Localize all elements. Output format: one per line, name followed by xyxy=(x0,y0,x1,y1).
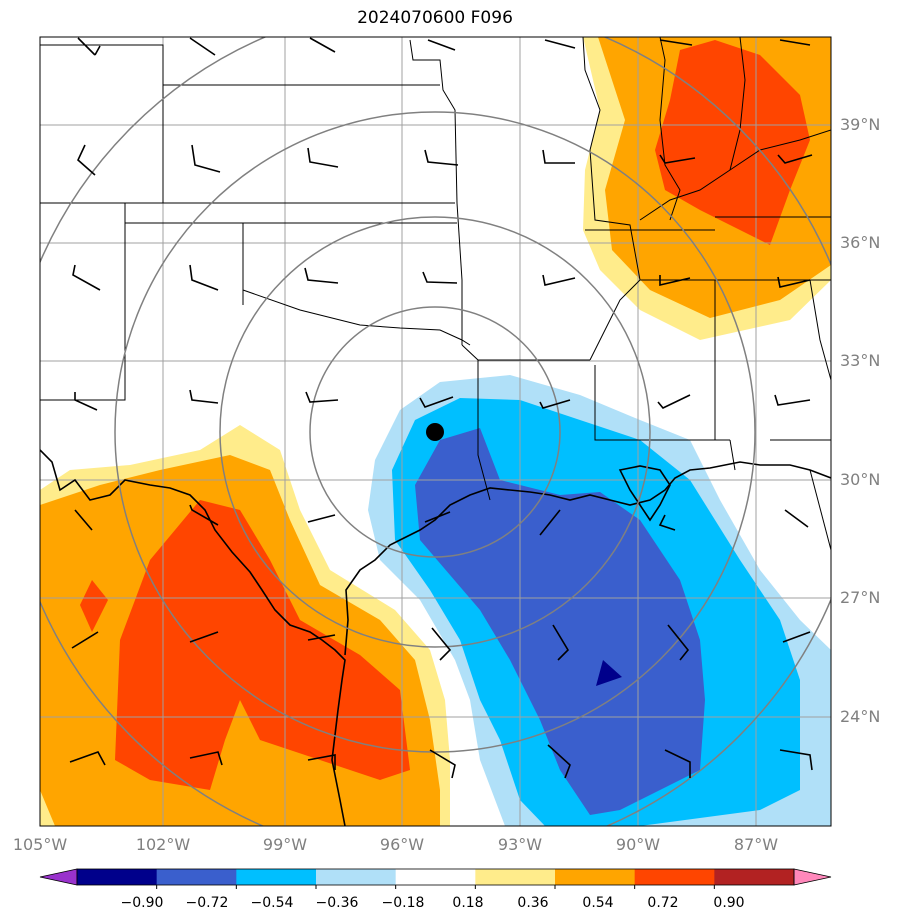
contour-positive-northeast xyxy=(583,37,831,340)
lon-label: 105°W xyxy=(12,835,68,854)
map-border xyxy=(39,36,832,827)
colorbar-tick-label: −0.18 xyxy=(381,895,425,911)
range-rings xyxy=(40,37,831,826)
wind-barb xyxy=(307,147,339,168)
lat-label: 36°N xyxy=(840,233,881,252)
colorbar-tick-label: 0.54 xyxy=(582,895,614,911)
lat-label: 33°N xyxy=(840,351,881,370)
wind-barb xyxy=(74,392,98,411)
wind-barb xyxy=(552,624,570,661)
wind-barb xyxy=(77,144,96,176)
wind-barb xyxy=(779,39,811,46)
wind-barb xyxy=(779,749,813,771)
graticule xyxy=(40,37,831,826)
wind-barb xyxy=(659,39,693,46)
wind-barb xyxy=(191,144,221,173)
colorbar-tick-label: 0.72 xyxy=(647,895,679,911)
wind-barb xyxy=(189,751,223,766)
wind-barb xyxy=(777,276,811,288)
colorbar-tick-label: −0.90 xyxy=(120,895,164,911)
lon-label: 96°W xyxy=(379,835,425,854)
colorbar-tick-label: −0.54 xyxy=(250,895,294,911)
wind-barb xyxy=(542,149,575,164)
colorbar-tick-label: 0.90 xyxy=(713,895,745,911)
wind-barb xyxy=(309,37,336,53)
wind-barb xyxy=(547,744,571,779)
lon-label: 102°W xyxy=(135,835,191,854)
wind-barb xyxy=(72,264,101,291)
lat-label: 39°N xyxy=(840,115,881,134)
wind-barb xyxy=(424,511,451,523)
wind-barb xyxy=(304,267,339,284)
colorbar-tick-label: −0.36 xyxy=(315,895,359,911)
lat-label: 30°N xyxy=(840,470,881,489)
colorbar-tick-label: 0.18 xyxy=(452,895,484,911)
wind-barb xyxy=(307,634,336,641)
wind-barb xyxy=(77,37,101,56)
wind-barb xyxy=(424,149,459,166)
colorbar-tick-label: 0.36 xyxy=(517,895,549,911)
wind-barbs xyxy=(69,37,813,779)
wind-barb xyxy=(658,514,676,531)
wind-barb xyxy=(427,39,456,51)
wind-barb xyxy=(667,624,690,661)
wind-barb xyxy=(542,274,576,286)
wind-barb xyxy=(189,631,219,643)
lon-label: 99°W xyxy=(262,835,308,854)
wind-barb xyxy=(305,391,339,403)
lon-label: 90°W xyxy=(615,835,661,854)
wind-barb xyxy=(69,751,106,766)
wind-barb xyxy=(189,504,219,526)
wind-barb xyxy=(659,154,696,164)
wind-barb xyxy=(774,394,811,406)
wind-barb xyxy=(189,264,219,291)
wind-barb xyxy=(189,389,219,404)
map-title: 2024070600 F096 xyxy=(357,8,513,28)
lon-label: 93°W xyxy=(497,835,543,854)
location-marker xyxy=(426,423,444,441)
lon-label: 87°W xyxy=(733,835,779,854)
state-boundaries xyxy=(40,37,831,551)
wind-barb xyxy=(664,749,691,778)
lat-label: 27°N xyxy=(840,588,881,607)
wind-barb xyxy=(431,627,452,661)
wind-barb xyxy=(539,509,561,536)
wind-barb xyxy=(784,509,809,528)
colorbar-tick-label: −0.72 xyxy=(185,895,229,911)
wind-barb xyxy=(544,39,576,49)
map-plot-area xyxy=(40,37,831,826)
wind-barb xyxy=(74,509,93,531)
lat-label: 24°N xyxy=(840,707,881,726)
wind-barb xyxy=(71,631,99,649)
wind-barb xyxy=(539,399,571,409)
wind-barb xyxy=(189,37,216,56)
wind-barb xyxy=(657,394,691,409)
wind-barb xyxy=(777,154,813,164)
wind-barb xyxy=(782,631,811,643)
wind-barb xyxy=(659,275,691,287)
wind-barb xyxy=(307,754,336,770)
wind-barb xyxy=(429,749,456,779)
wind-barb xyxy=(419,396,454,408)
wind-barb xyxy=(307,514,336,523)
contour-negative-gulf xyxy=(368,375,831,826)
wind-barb xyxy=(422,271,458,284)
